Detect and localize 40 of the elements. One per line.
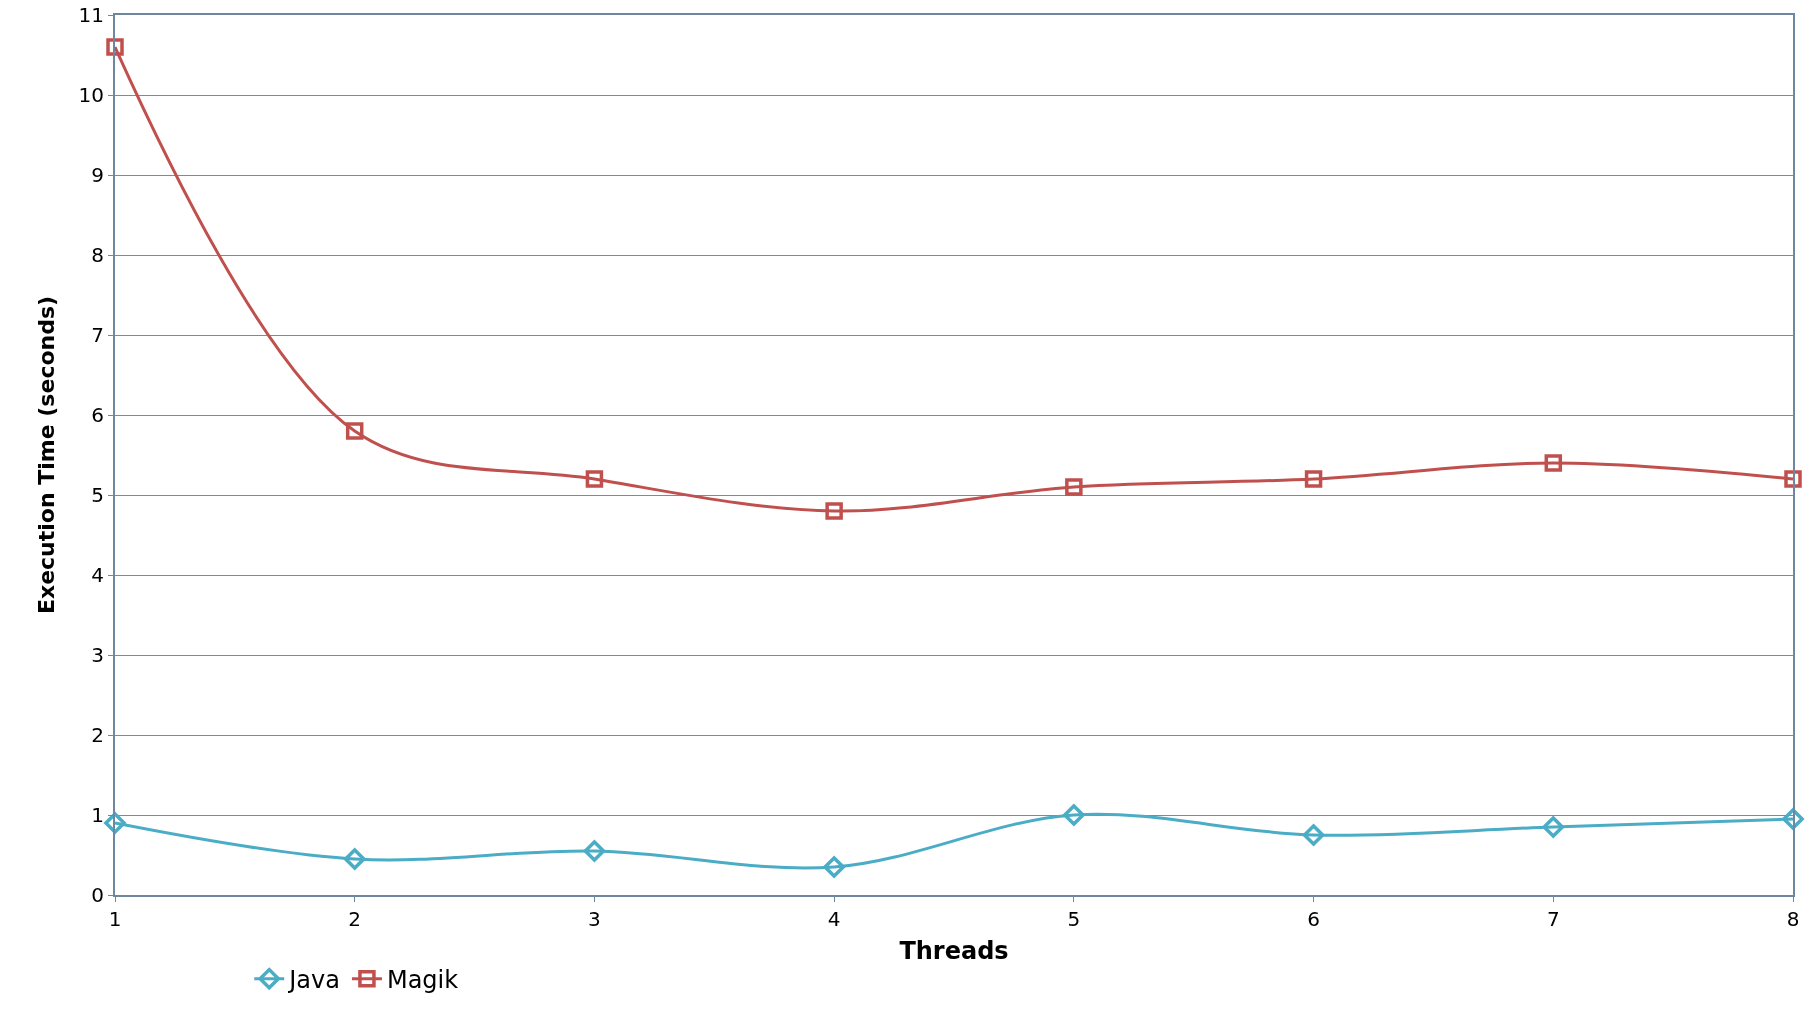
y-tick-label: 0: [91, 883, 104, 907]
x-tick-label: 3: [588, 907, 601, 931]
y-tick-label: 8: [91, 243, 104, 267]
point: [104, 812, 126, 834]
point: [823, 856, 845, 878]
point: [345, 422, 364, 440]
x-tick-label: 2: [348, 907, 362, 931]
y-tick-label: 6: [91, 403, 104, 427]
point: [106, 38, 124, 56]
y-tick-label: 3: [91, 643, 104, 667]
x-axis-title: Threads: [899, 936, 1009, 965]
point: [585, 470, 604, 488]
y-tick-label: 7: [91, 323, 104, 347]
x-tick-label: 6: [1307, 907, 1320, 931]
y-tick-label: 5: [91, 483, 104, 507]
point: [1544, 454, 1563, 472]
y-axis-title: Execution Time (seconds): [33, 295, 59, 615]
y-tick-label: 2: [91, 723, 104, 747]
legend-label: Magik: [386, 966, 459, 995]
point: [825, 502, 843, 520]
x-tick-label: 1: [108, 907, 122, 931]
point: [1065, 478, 1083, 496]
x-tick-label: 4: [827, 907, 841, 931]
point: [343, 848, 366, 870]
point: [1063, 804, 1085, 826]
point: [1784, 470, 1802, 488]
x-tick-label: 7: [1546, 907, 1560, 931]
point: [1304, 470, 1323, 488]
x-tick-label: 8: [1786, 907, 1800, 931]
point: [1302, 824, 1325, 846]
y-tick-label: 10: [78, 83, 104, 107]
y-tick-label: 9: [91, 163, 104, 187]
point: [1542, 816, 1565, 838]
y-tick-label: 4: [91, 563, 104, 587]
y-tick-label: 1: [91, 803, 104, 827]
legend-label: Java: [287, 966, 340, 995]
x-tick-label: 5: [1067, 907, 1081, 931]
point: [583, 840, 606, 862]
y-tick-label: 11: [78, 3, 104, 27]
point: [1782, 808, 1804, 830]
